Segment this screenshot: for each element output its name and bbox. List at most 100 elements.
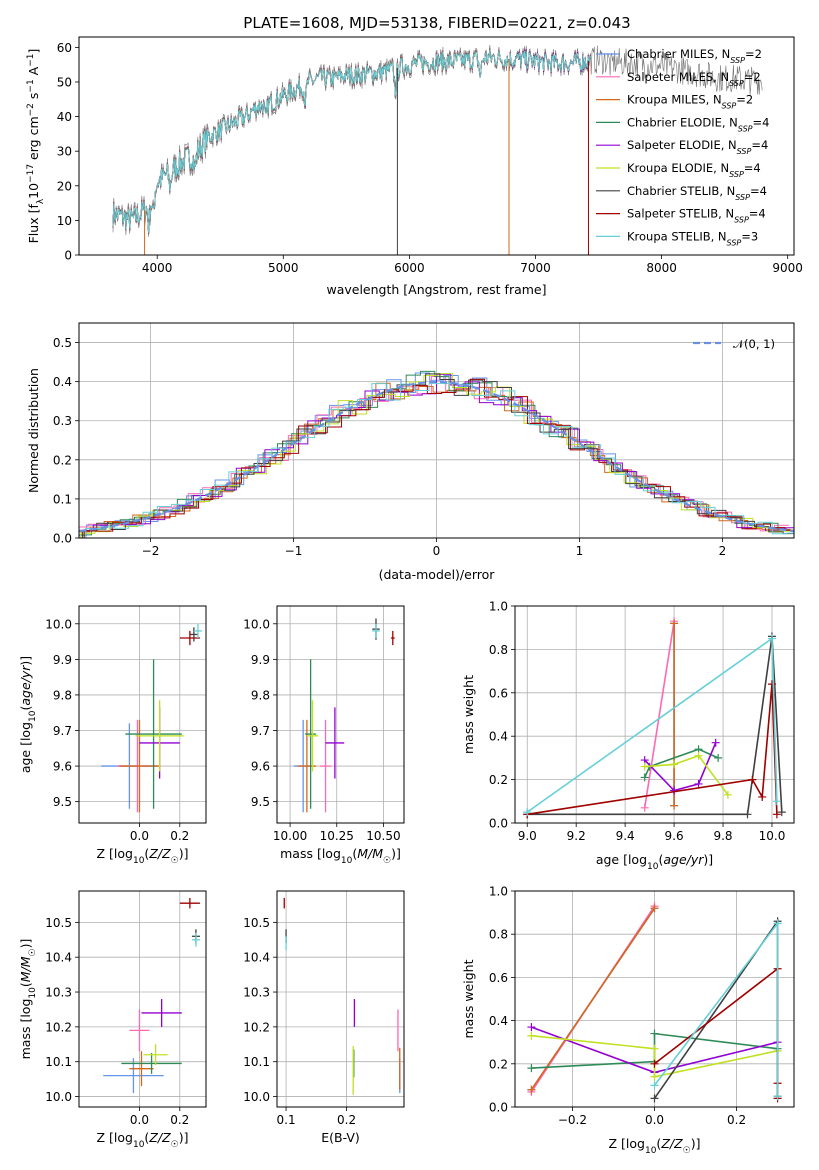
label-part: (: [18, 982, 33, 987]
y-axis-label: age [log10(age/yr)]: [18, 656, 38, 773]
x-axis-label: (data-model)/error: [379, 567, 496, 582]
y-tick-label: 9.9: [251, 653, 270, 667]
label-part: λ: [36, 198, 46, 204]
label-part: (: [144, 1130, 149, 1145]
x-tick-label: 0.1: [277, 1113, 296, 1127]
weight-marker-kroupa_stelib: [523, 808, 532, 817]
y-axis-label: mass weight: [461, 959, 476, 1038]
weight-line-salpeter_stelib: [527, 684, 778, 816]
label-part: )]: [18, 656, 33, 666]
legend-entry: Salpeter MILES, NSSP=2: [627, 70, 761, 88]
weight-marker-chabrier_elodie: [650, 1029, 659, 1038]
label-part: E(B-V): [321, 1130, 360, 1145]
legend-name: Salpeter MILES, N: [627, 70, 729, 84]
x-tick-label: 10.0: [759, 829, 786, 843]
label-part: s: [26, 93, 41, 104]
weight-line-salpeter_miles: [643, 621, 675, 808]
weight-line-kroupa_elodie: [644, 754, 729, 796]
y-tick-label: 0.1: [53, 492, 72, 506]
weight-marker-salpeter_elodie: [527, 1023, 536, 1032]
y-tick-label: 0.8: [489, 643, 508, 657]
x-tick-label: −0.2: [558, 1113, 587, 1127]
weight-marker-kroupa_elodie: [650, 1044, 659, 1053]
plot-area: [79, 323, 794, 538]
plot-area: [277, 606, 404, 823]
x-tick-label: 7000: [520, 261, 551, 275]
label-part: )]: [691, 1136, 701, 1151]
axes-age_vs_mass: 10.00 10.25 10.50 9.5 9.6 9.7 9.8 9.9 10.0 mass […: [243, 605, 405, 866]
plot-area: [112, 44, 763, 255]
x-tick-label: 6000: [394, 261, 425, 275]
y-tick-label: 9.8: [251, 688, 270, 702]
label-part: erg cm: [26, 116, 41, 164]
legend-value: =3: [741, 229, 758, 243]
y-tick-label: 10.1: [243, 1055, 270, 1069]
weight-marker-chabrier_elodie: [714, 753, 723, 762]
y-tick-label: 0.5: [53, 336, 72, 350]
legend-name: Chabrier ELODIE, N: [627, 115, 738, 129]
legend-sub: SSP: [729, 170, 744, 179]
label-part: age/yr: [18, 665, 33, 706]
weight-marker-salpeter_stelib: [772, 810, 781, 819]
y-tick-label: 10.0: [45, 617, 72, 631]
label-part: mass [log: [18, 999, 33, 1060]
weight-line-kroupa_stelib: [526, 636, 778, 813]
y-tick-label: 0.3: [53, 414, 72, 428]
x-axis-label: E(B-V): [321, 1130, 360, 1145]
legend-sub: SSP: [734, 215, 749, 224]
plot-area: [515, 891, 794, 1107]
y-tick-label: 9.7: [53, 724, 72, 738]
weight-line-salpeter_elodie: [644, 742, 717, 792]
axes-weight_vs_Z: −0.2 0.0 0.2 0.0 0.2 0.4 0.6 0.8 1.0 Z [log10(Z/Z…: [461, 885, 795, 1156]
label-part: )]: [179, 1130, 189, 1145]
y-tick-label: 10.5: [45, 916, 72, 930]
label-part: 10: [341, 856, 353, 866]
x-tick-label: 0.2: [170, 829, 189, 843]
label-part: −17: [26, 164, 36, 183]
model-kroupa_elodie: [112, 48, 511, 234]
x-tick-label: 0.2: [337, 1113, 356, 1127]
legend-name: Chabrier STELIB, N: [627, 184, 735, 198]
y-tick-label: 60: [57, 41, 72, 55]
legend-sub: SSP: [727, 238, 742, 247]
hist-kroupa_elodie: [80, 373, 794, 538]
weight-marker-kroupa_stelib: [773, 919, 782, 928]
y-tick-label: 10.2: [45, 1020, 72, 1034]
plot-area: [79, 891, 206, 1107]
legend-entry: Kroupa STELIB, NSSP=3: [627, 229, 758, 247]
label-part: ☉: [171, 856, 179, 866]
label-part: ]: [26, 49, 41, 54]
weight-line-chabrier_stelib: [527, 636, 783, 816]
weight-marker-chabrier_elodie: [527, 1064, 536, 1073]
legend-name: Kroupa STELIB, N: [627, 229, 727, 243]
x-tick-label: 0.2: [727, 1113, 746, 1127]
x-tick-label: 0.0: [130, 1113, 149, 1127]
y-tick-label: 0.2: [489, 773, 508, 787]
hist-kroupa_stelib: [85, 382, 794, 538]
legend-normal: 𝒩(0, 1): [733, 337, 775, 351]
x-tick-label: −2: [142, 544, 160, 558]
legend-sub: SSP: [735, 192, 750, 201]
weight-marker-kroupa_stelib: [767, 634, 776, 643]
legend-name: Salpeter ELODIE, N: [627, 138, 737, 152]
label-part: age/yr: [663, 852, 704, 867]
weight-marker-kroupa_stelib: [773, 1092, 782, 1101]
weight-marker-kroupa_elodie: [640, 762, 649, 771]
legend-value: =4: [753, 115, 770, 129]
y-tick-label: 9.6: [53, 760, 72, 774]
legend-entry: Salpeter ELODIE, NSSP=4: [627, 138, 768, 156]
x-axis-label: Z [log10(Z/Z☉)]: [97, 846, 189, 866]
label-part: (: [18, 706, 33, 711]
x-tick-label: 9.0: [518, 829, 537, 843]
y-tick-label: 10.5: [243, 916, 270, 930]
weight-marker-kroupa_elodie: [527, 1031, 536, 1040]
y-tick-label: 9.9: [53, 653, 72, 667]
label-part: 10: [645, 1146, 657, 1156]
weight-line-salpeter_stelib: [654, 967, 779, 1099]
weight-marker-kroupa_miles: [527, 1085, 536, 1094]
x-tick-label: 9000: [772, 261, 803, 275]
legend-entry: Kroupa MILES, NSSP=2: [627, 93, 753, 111]
legend-entry: Kroupa ELODIE, NSSP=4: [627, 161, 761, 179]
weight-line-chabrier_elodie: [643, 748, 719, 778]
legend-name: Chabrier MILES, N: [627, 47, 730, 61]
